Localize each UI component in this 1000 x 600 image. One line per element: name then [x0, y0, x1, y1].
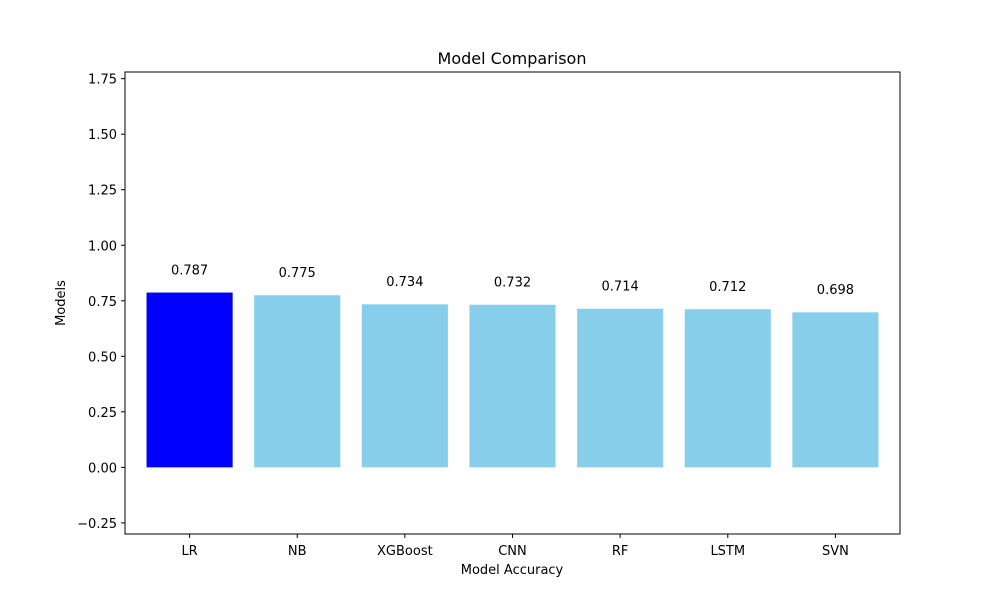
- x-tick-label: CNN: [498, 544, 527, 559]
- value-label: 0.714: [602, 280, 639, 295]
- x-tick-label: SVN: [822, 544, 849, 559]
- value-label: 0.787: [171, 263, 208, 278]
- y-tick-label: −0.25: [77, 517, 117, 532]
- y-tick-label: 1.75: [88, 73, 117, 88]
- x-tick-label: RF: [612, 544, 629, 559]
- y-axis: −0.25 0.00 0.25 0.50 0.75 1.00 1.25 1.50 1.75: [77, 73, 125, 532]
- bar-xgboost: [361, 304, 448, 468]
- value-label: 0.712: [709, 280, 746, 295]
- x-tick-label: XGBoost: [377, 544, 433, 559]
- bar-cnn: [469, 304, 556, 468]
- value-label: 0.775: [279, 266, 316, 281]
- bars-layer: [146, 292, 879, 468]
- y-tick-label: 1.00: [88, 239, 117, 254]
- y-tick-label: 1.25: [88, 184, 117, 199]
- x-axis: LR NB XGBoost CNN RF LSTM SVN: [181, 534, 849, 559]
- x-tick-label: NB: [288, 544, 307, 559]
- chart-title: Model Comparison: [438, 49, 587, 68]
- y-tick-label: 0.25: [88, 406, 117, 421]
- value-label: 0.734: [386, 275, 423, 290]
- y-tick-label: 1.50: [88, 128, 117, 143]
- bar-svn: [792, 312, 879, 468]
- bar-lr: [146, 292, 233, 468]
- value-label: 0.732: [494, 276, 531, 291]
- y-axis-label: Models: [54, 280, 69, 326]
- bar-lstm: [684, 309, 771, 468]
- x-tick-label: LR: [181, 544, 197, 559]
- bar-rf: [577, 308, 664, 468]
- value-label: 0.698: [817, 283, 854, 298]
- y-tick-label: 0.50: [88, 350, 117, 365]
- value-labels: 0.787 0.775 0.734 0.732 0.714 0.712 0.698: [171, 263, 854, 298]
- x-axis-label: Model Accuracy: [461, 563, 564, 578]
- x-tick-label: LSTM: [710, 544, 745, 559]
- bar-nb: [254, 295, 341, 468]
- y-tick-label: 0.00: [88, 461, 117, 476]
- y-tick-label: 0.75: [88, 295, 117, 310]
